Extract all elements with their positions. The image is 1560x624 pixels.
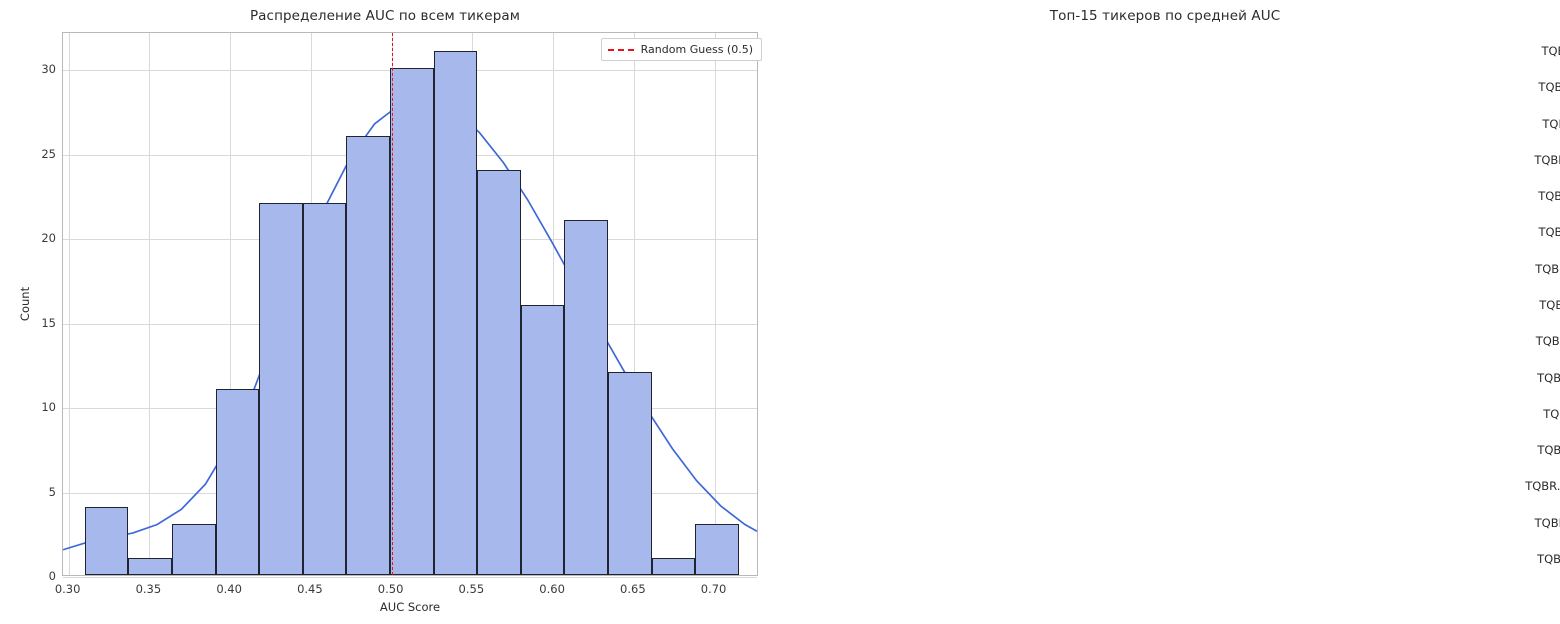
- gridline-horizontal: [63, 577, 757, 578]
- x-tick-label: 0.45: [297, 582, 323, 596]
- y-tick-label: 10: [41, 400, 56, 415]
- ticker-label: TQBR.RTSB: [1538, 80, 1560, 95]
- histogram-panel: Распределение AUC по всем тикерам 0.30 0.…: [0, 0, 770, 624]
- gridline-vertical: [149, 33, 151, 575]
- histogram-y-axis-label: Count: [18, 286, 32, 322]
- histogram-x-axis-label: AUC Score: [379, 600, 441, 614]
- histogram-title: Распределение AUC по всем тикерам: [249, 8, 521, 24]
- dashed-line-icon: [607, 48, 634, 51]
- y-tick-label: 0: [48, 569, 56, 583]
- ticker-label: TQBR.IVAT: [1543, 406, 1560, 421]
- x-tick-label: 0.65: [620, 582, 646, 596]
- x-tick-label: 0.50: [377, 582, 404, 596]
- gridline-vertical: [633, 33, 635, 575]
- histogram-bar: [433, 51, 478, 575]
- histogram-bar: [564, 220, 608, 575]
- ticker-label: TQBR.KRSB: [1537, 551, 1560, 566]
- histogram-bar: [346, 135, 390, 575]
- ticker-label: TQBR.SBER: [1537, 443, 1560, 458]
- histogram-bar: [302, 203, 347, 575]
- top-tickers-title: Топ-15 тикеров по средней AUC: [1049, 8, 1281, 24]
- y-tick-label: 15: [41, 315, 56, 330]
- ticker-label: TQBR.AFLT: [1541, 44, 1560, 59]
- y-tick-label: 30: [41, 62, 56, 77]
- histogram-bar: [128, 558, 172, 575]
- histogram-legend: Random Guess (0.5): [600, 38, 762, 61]
- histogram-bar: [84, 507, 129, 575]
- y-tick-label: 25: [41, 146, 56, 161]
- histogram-bar: [651, 558, 696, 575]
- gridline-vertical: [553, 33, 555, 575]
- y-tick-label: 20: [41, 231, 56, 246]
- x-tick-label: 0.60: [539, 582, 565, 596]
- ticker-label: TQBR.SARE: [1537, 370, 1560, 385]
- x-tick-label: 0.35: [135, 582, 162, 596]
- histogram-bar: [259, 203, 303, 575]
- x-tick-label: 0.55: [458, 582, 485, 596]
- histogram-bar: [695, 524, 739, 575]
- random-guess-vline: [391, 33, 393, 575]
- histogram-bar: [477, 169, 521, 575]
- ticker-label: TQBR.CHGZ: [1534, 152, 1560, 167]
- x-tick-label: 0.70: [700, 582, 727, 596]
- histogram-bar: [520, 304, 565, 575]
- histogram-plot-area: [62, 32, 758, 578]
- gridline-vertical: [68, 33, 70, 575]
- histogram-bar: [172, 524, 216, 575]
- ticker-label: TQBR.LPSB: [1539, 298, 1560, 312]
- gridline-vertical: [230, 33, 232, 575]
- ticker-label: TQBR.ABRD: [1535, 261, 1560, 276]
- ticker-label: TQBR.SAGO: [1534, 515, 1560, 530]
- gridline-vertical: [714, 33, 716, 575]
- legend-entry-label: Random Guess (0.5): [640, 43, 753, 56]
- ticker-label: TQBR.ROLO: [1535, 334, 1560, 349]
- histogram-bar: [390, 68, 434, 575]
- top-tickers-panel: Топ-15 тикеров по средней AUC TQBR.AFLT T…: [770, 0, 1560, 624]
- y-tick-label: 5: [48, 484, 56, 499]
- ticker-label: TQBR.AFKS: [1538, 225, 1560, 240]
- ticker-label: TQBR.WTCMP: [1525, 479, 1560, 494]
- ticker-label: TQBR.ALRS: [1538, 189, 1560, 204]
- histogram-bar: [608, 372, 652, 575]
- x-tick-label: 0.30: [54, 582, 81, 596]
- histogram-bar: [215, 389, 260, 575]
- x-tick-label: 0.40: [216, 582, 242, 596]
- ticker-label: TQBR.PIKK: [1542, 116, 1560, 131]
